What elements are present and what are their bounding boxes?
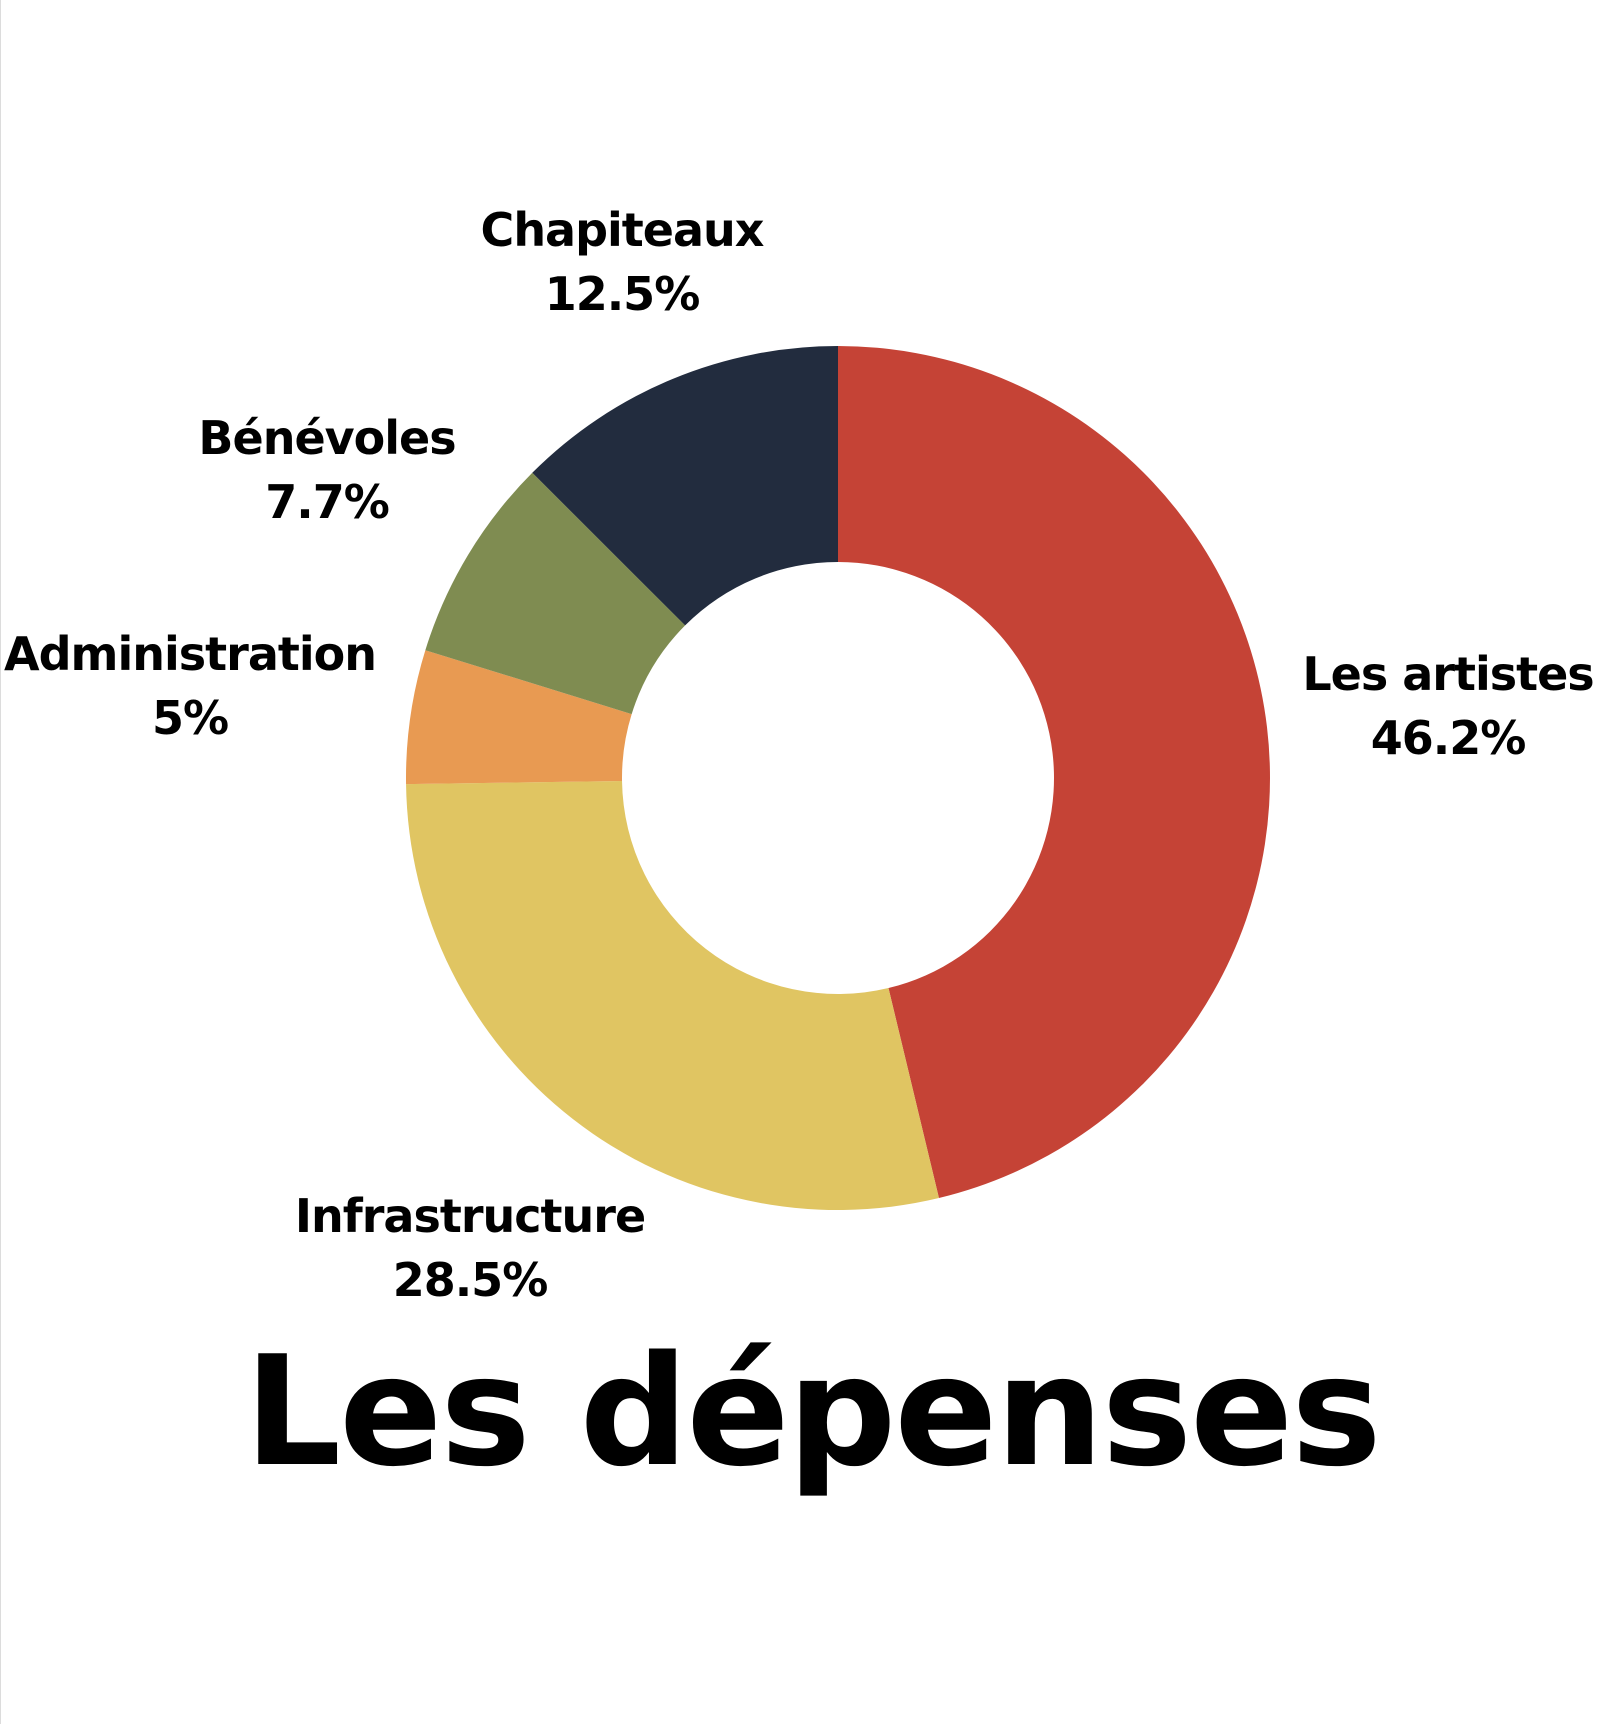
donut-slice-benevoles	[425, 472, 686, 715]
label-les-artistes: Les artistes 46.2%	[1302, 642, 1594, 770]
donut-slice-administration	[406, 650, 632, 785]
label-chapiteaux-value: 12.5%	[544, 267, 701, 321]
label-administration: Administration 5%	[4, 622, 377, 750]
label-infrastructure-name: Infrastructure	[294, 1189, 646, 1243]
label-benevoles: Bénévoles 7.7%	[198, 406, 456, 534]
label-chapiteaux: Chapiteaux 12.5%	[480, 198, 765, 326]
label-infrastructure: Infrastructure 28.5%	[294, 1184, 646, 1312]
label-les-artistes-name: Les artistes	[1302, 647, 1594, 701]
donut-slice-les-artistes	[838, 346, 1270, 1199]
donut-slice-chapiteaux	[532, 346, 838, 626]
label-chapiteaux-name: Chapiteaux	[480, 203, 765, 257]
label-benevoles-value: 7.7%	[265, 475, 390, 529]
label-administration-name: Administration	[4, 627, 377, 681]
chart-title: Les dépenses	[244, 1323, 1381, 1500]
label-infrastructure-value: 28.5%	[392, 1253, 549, 1307]
page-edge-line	[0, 0, 1, 1724]
label-les-artistes-value: 46.2%	[1370, 711, 1527, 765]
donut-slice-infrastructure	[406, 781, 939, 1210]
label-benevoles-name: Bénévoles	[198, 411, 456, 465]
label-administration-value: 5%	[151, 691, 229, 745]
